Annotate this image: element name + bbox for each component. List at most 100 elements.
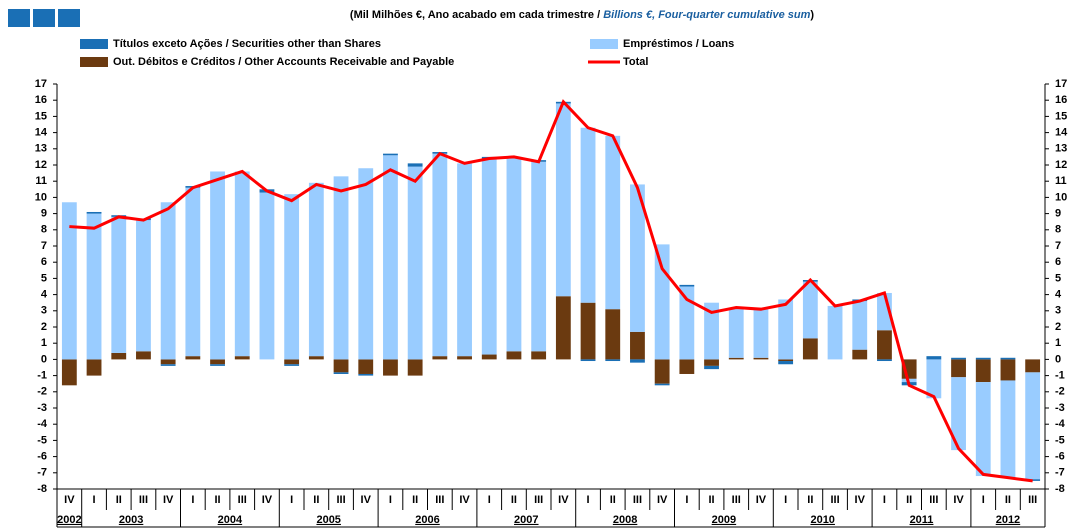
bar: [951, 359, 966, 378]
y-tick-label: 6: [41, 256, 47, 268]
legend-swatch: [80, 39, 108, 49]
x-tick-label: III: [830, 494, 839, 506]
year-label: 2006: [415, 514, 439, 526]
year-label: 2007: [514, 514, 538, 526]
bar: [802, 281, 818, 339]
x-tick-label: IV: [855, 494, 866, 506]
x-tick-label: III: [534, 494, 543, 506]
bar: [1000, 359, 1016, 381]
bar: [531, 161, 547, 352]
title-en: Billions €, Four-quarter cumulative sum: [603, 9, 810, 21]
bar: [136, 351, 151, 360]
bar: [531, 351, 547, 360]
x-tick-label: II: [708, 494, 714, 506]
y2-tick-label: -8: [1055, 483, 1065, 495]
legend-label: Empréstimos / Loans: [623, 38, 734, 50]
y2-tick-label: 4: [1055, 289, 1062, 301]
bar: [481, 158, 497, 355]
y2-tick-label: 16: [1055, 94, 1067, 106]
x-tick-label: III: [732, 494, 741, 506]
bar: [86, 213, 102, 360]
bar: [753, 357, 769, 360]
y-tick-label: -7: [37, 467, 47, 479]
y2-tick-label: -5: [1055, 434, 1065, 446]
bar: [605, 135, 621, 310]
bar: [383, 155, 398, 360]
y-tick-label: 1: [41, 337, 47, 349]
bar: [951, 357, 966, 360]
x-tick-label: II: [511, 494, 517, 506]
bar: [259, 192, 275, 360]
bar: [210, 171, 225, 360]
y-tick-label: 0: [41, 353, 47, 365]
y-tick-label: 9: [41, 208, 47, 220]
y-tick-label: 8: [41, 224, 47, 236]
bar: [358, 168, 374, 360]
y-tick-label: 2: [41, 321, 47, 333]
bar: [679, 284, 695, 287]
bar: [284, 364, 300, 366]
x-tick-label: II: [214, 494, 220, 506]
y2-tick-label: 6: [1055, 256, 1061, 268]
bar: [975, 382, 991, 477]
bar: [457, 356, 472, 360]
y-tick-label: 4: [41, 289, 48, 301]
y-tick-label: -3: [37, 402, 47, 414]
bar: [926, 356, 942, 360]
x-tick-label: I: [191, 494, 194, 506]
y2-tick-label: 8: [1055, 224, 1061, 236]
x-tick-label: II: [610, 494, 616, 506]
y2-tick-label: -2: [1055, 386, 1065, 398]
bar: [61, 202, 77, 360]
x-tick-label: I: [389, 494, 392, 506]
bar: [506, 156, 522, 352]
bar: [308, 356, 324, 360]
year-label: 2009: [712, 514, 736, 526]
x-tick-label: I: [883, 494, 886, 506]
x-tick-label: I: [587, 494, 590, 506]
x-tick-label: II: [1005, 494, 1011, 506]
x-tick-label: III: [139, 494, 148, 506]
bar: [210, 364, 225, 366]
year-label: 2012: [996, 514, 1020, 526]
bar: [630, 331, 645, 360]
bar: [704, 365, 719, 370]
bar: [778, 359, 794, 362]
x-tick-label: II: [807, 494, 813, 506]
x-tick-label: IV: [262, 494, 273, 506]
bar: [877, 359, 892, 362]
bar: [111, 216, 127, 353]
y-tick-label: 3: [41, 305, 47, 317]
bar: [333, 372, 349, 374]
bar: [210, 359, 225, 365]
y2-tick-label: 11: [1055, 175, 1067, 187]
bar: [580, 127, 596, 303]
x-tick-label: II: [116, 494, 122, 506]
x-tick-label: IV: [64, 494, 75, 506]
y2-tick-label: 9: [1055, 208, 1061, 220]
bar: [1025, 359, 1041, 373]
y2-tick-label: 17: [1055, 78, 1067, 90]
bar: [679, 286, 695, 360]
bar: [827, 305, 843, 360]
y-tick-label: -8: [37, 483, 47, 495]
x-tick-label: I: [290, 494, 293, 506]
y-tick-label: 11: [35, 175, 47, 187]
bar: [407, 359, 423, 376]
bar: [284, 194, 300, 360]
x-tick-label: I: [685, 494, 688, 506]
year-label: 2005: [316, 514, 340, 526]
bar: [704, 359, 719, 366]
bar: [802, 338, 818, 360]
bar: [654, 359, 670, 384]
logo-block: [33, 9, 55, 27]
bar: [654, 383, 670, 386]
bar: [160, 364, 176, 366]
bar: [877, 330, 892, 360]
bar: [630, 359, 645, 363]
x-tick-label: I: [784, 494, 787, 506]
bar: [407, 163, 423, 167]
year-label: 2008: [613, 514, 637, 526]
year-label: 2010: [810, 514, 834, 526]
